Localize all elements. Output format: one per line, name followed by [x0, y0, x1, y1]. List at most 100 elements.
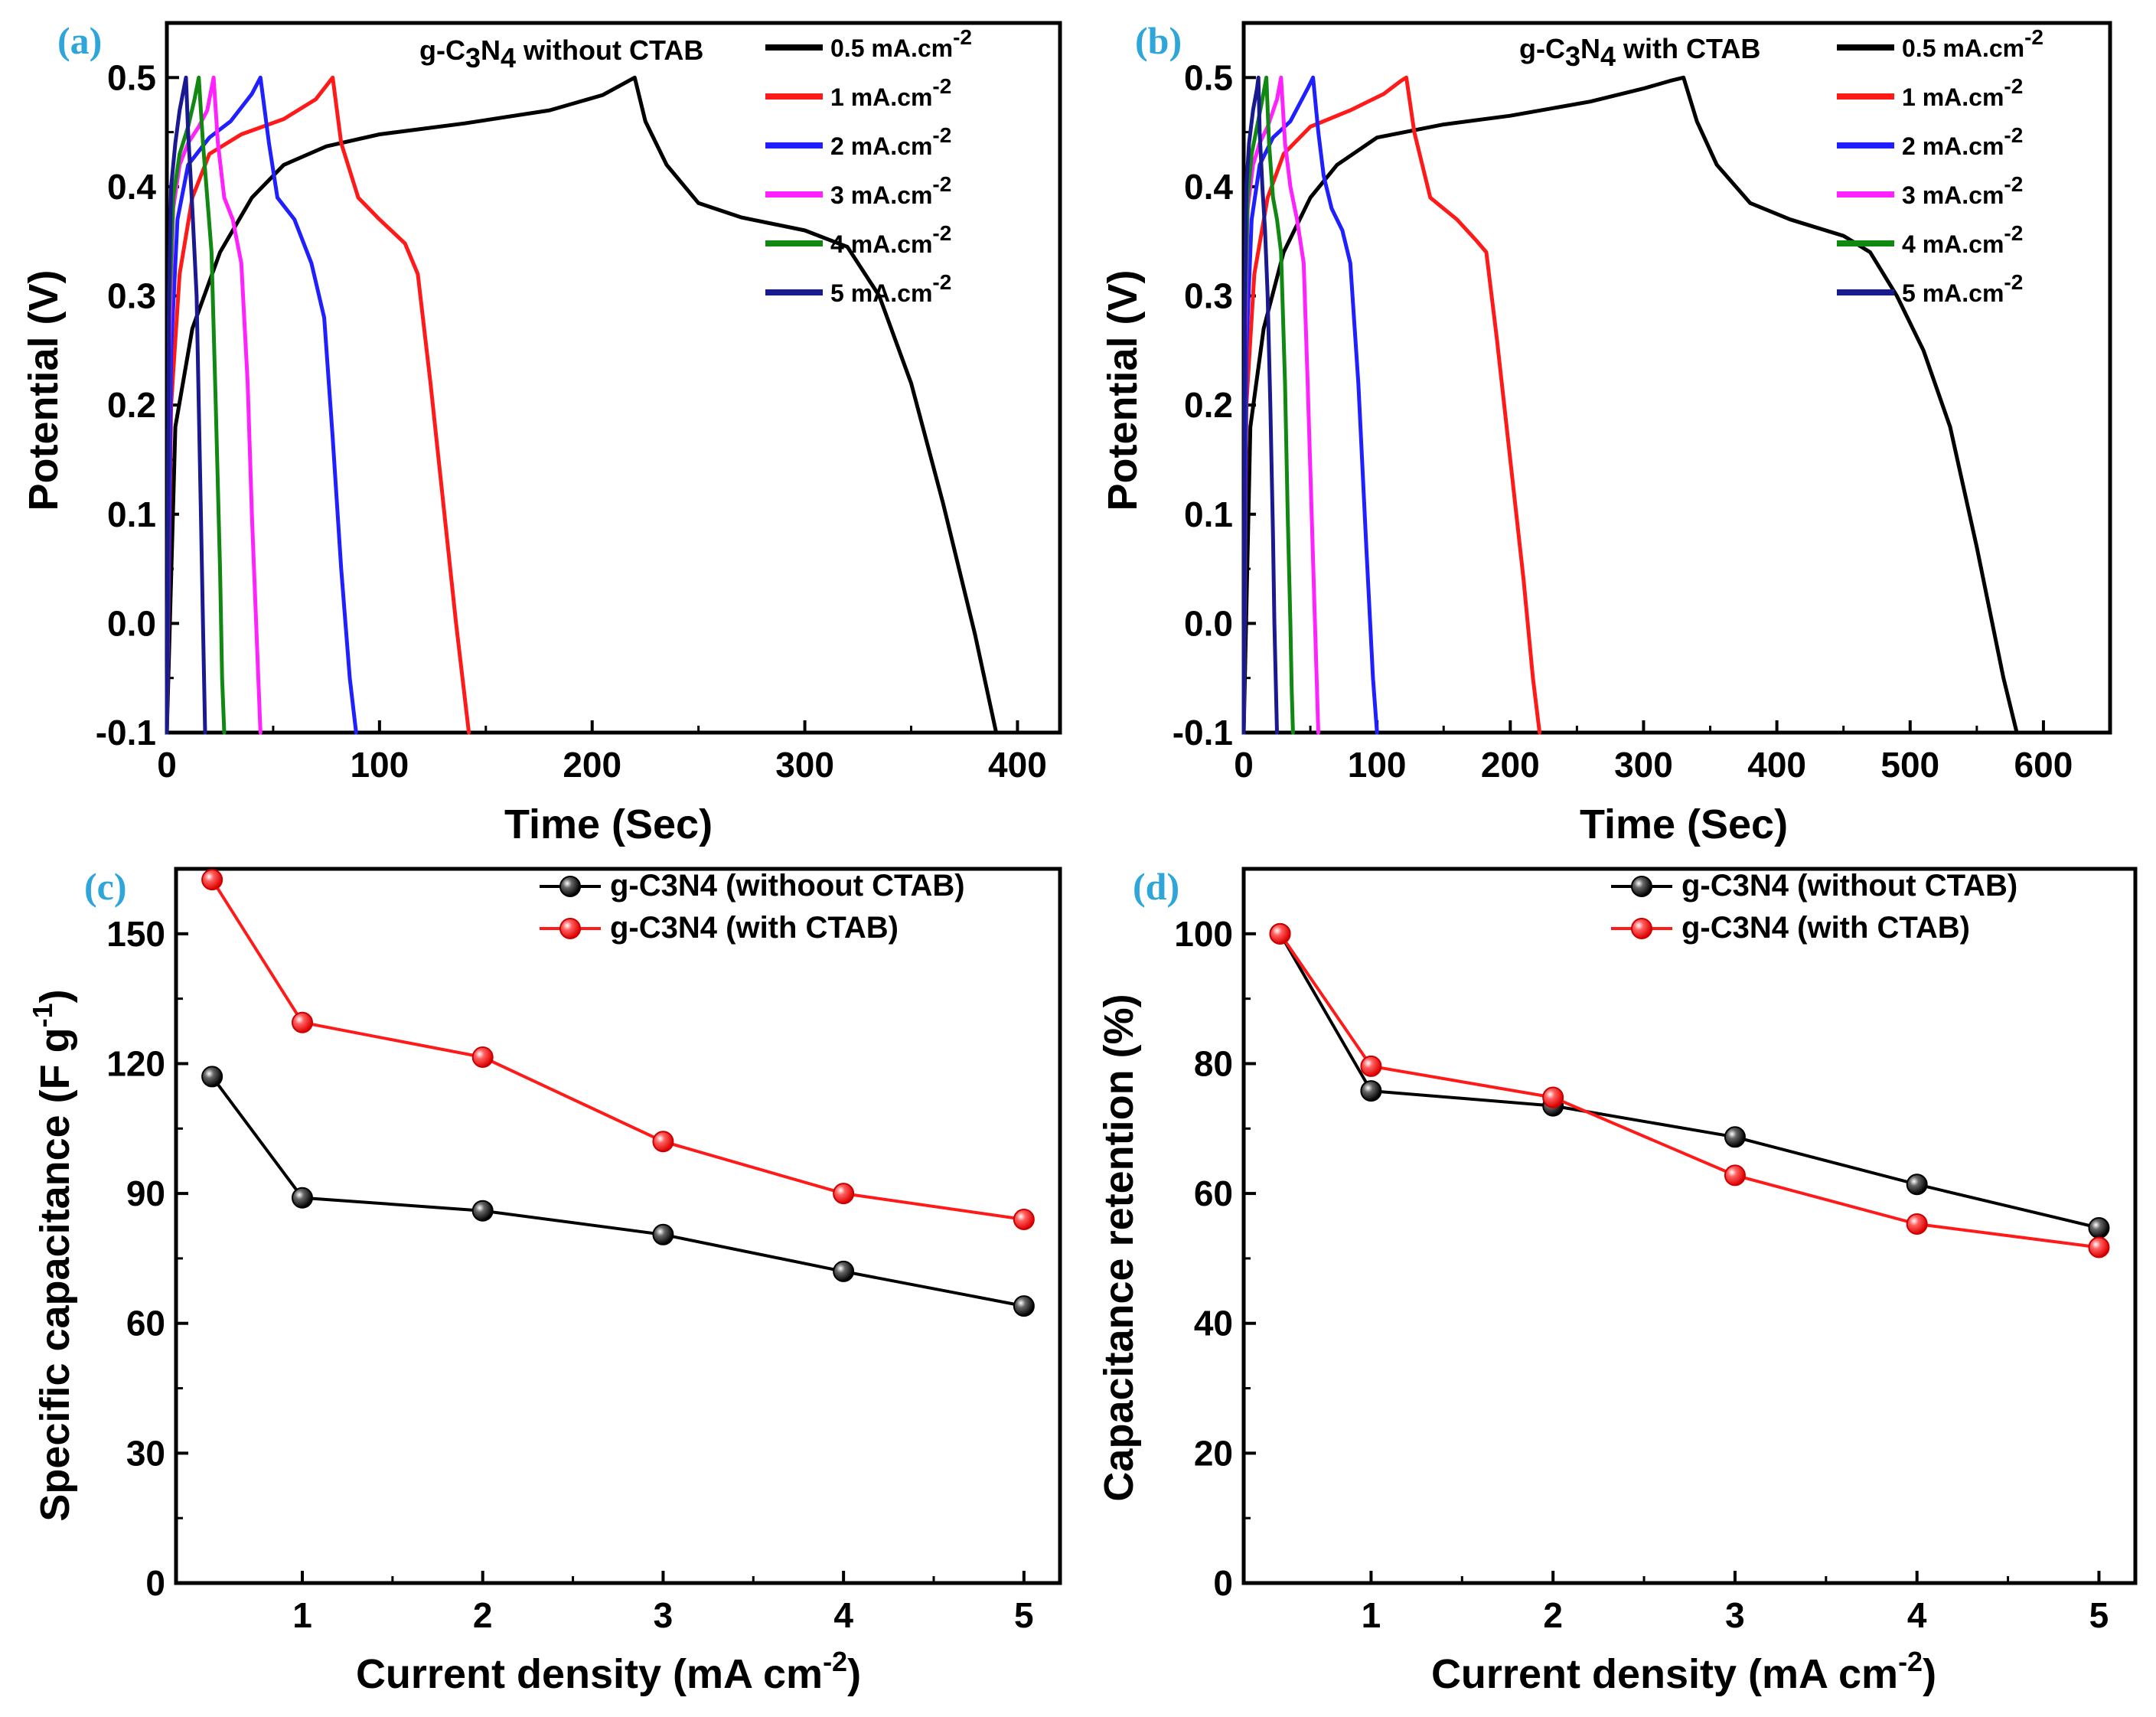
y-tick-label: 0.2 [107, 385, 156, 425]
series-line-1 [1278, 932, 2101, 1249]
legend-label: 5 mA.cm-2 [830, 270, 951, 307]
plot-area-c: 1 2 3 4 5 0 30 60 90 120 150 g-C3N4 (withoout CTAB)… [106, 867, 1062, 1635]
axes-frame [1241, 21, 2112, 735]
axes-frame [1241, 867, 2138, 1585]
y-axis-title-c: Specific capacitance (F g-1) [27, 989, 78, 1521]
legend-label: g-C3N4 (with CTAB) [610, 911, 899, 945]
panel-label-b: (b) [1135, 19, 1182, 62]
plot-area-d: 1 2 3 4 5 0 20 40 60 80 100 g-C3N4 (without CTAB) g-… [1174, 867, 2138, 1635]
y-tick-label: 100 [1174, 914, 1233, 954]
data-point [1542, 1086, 1564, 1108]
panel-d-capacitance-retention: (d) 1 2 3 4 5 0 20 40 60 80 100 g-C3N4 (without CTA… [1096, 865, 2138, 1697]
y-tick-label: -0.1 [96, 713, 156, 752]
legend-label: 4 mA.cm-2 [830, 221, 951, 258]
legend-marker [1631, 918, 1652, 939]
y-tick-label: 0 [1213, 1563, 1233, 1603]
y-tick-label: 0.4 [107, 167, 156, 207]
axes-frame [165, 21, 1062, 735]
legend-label: 1 mA.cm-2 [1902, 74, 2023, 111]
y-tick-label: 0.4 [1184, 167, 1233, 207]
y-tick-label: 0.3 [1184, 276, 1233, 316]
legend-label: 4 mA.cm-2 [1902, 221, 2023, 258]
data-point [652, 1131, 674, 1153]
legend-label: g-C3N4 (without CTAB) [1681, 869, 2017, 903]
x-tick-label: 0 [1234, 745, 1254, 785]
x-tick-label: 200 [563, 745, 621, 785]
annotation-a: g-C3N4 without CTAB [419, 34, 703, 73]
axes-frame [174, 867, 1062, 1585]
data-point [471, 1200, 494, 1222]
y-tick-label: 30 [126, 1433, 165, 1473]
series-line-0 [210, 1075, 1026, 1308]
x-tick-label: 1 [292, 1595, 312, 1635]
x-tick-label: 400 [1747, 745, 1806, 785]
legend-label: 2 mA.cm-2 [830, 123, 951, 160]
legend-label: 0.5 mA.cm-2 [1902, 25, 2043, 62]
series-line-2 [1241, 75, 1379, 735]
data-point [1906, 1213, 1928, 1235]
panel-label-a: (a) [57, 19, 102, 62]
y-tick-label: 60 [126, 1304, 165, 1343]
y-tick-label: 0 [145, 1563, 165, 1603]
data-point [1013, 1295, 1035, 1317]
x-tick-label: 300 [775, 745, 834, 785]
legend-label: 0.5 mA.cm-2 [830, 25, 972, 62]
data-point [1360, 1055, 1382, 1077]
data-point [201, 869, 223, 891]
x-tick-label: 4 [1907, 1595, 1927, 1635]
y-tick-label: 120 [106, 1043, 165, 1083]
y-tick-label: 0.0 [107, 603, 156, 643]
legend-marker [559, 876, 581, 897]
y-axis-title-a: Potential (V) [21, 269, 67, 511]
y-tick-label: 80 [1194, 1043, 1233, 1083]
x-tick-label: 3 [654, 1595, 674, 1635]
y-tick-label: 0.1 [107, 495, 156, 534]
series-line-0 [165, 75, 999, 735]
series-line-1 [210, 878, 1026, 1221]
x-tick-label: 3 [1725, 1595, 1745, 1635]
legend-label: g-C3N4 (withoout CTAB) [610, 869, 965, 903]
x-tick-label: 2 [473, 1595, 493, 1635]
x-tick-label: 100 [350, 745, 409, 785]
y-axis-title-b: Potential (V) [1100, 269, 1146, 511]
data-point [1360, 1080, 1382, 1102]
legend-label: 1 mA.cm-2 [830, 74, 951, 111]
data-point [1013, 1209, 1035, 1231]
x-tick-label: 200 [1481, 745, 1540, 785]
data-point [652, 1223, 674, 1245]
x-axis-title-d: Current density (mA cm-2) [1431, 1646, 1936, 1697]
x-tick-label: 5 [1014, 1595, 1034, 1635]
data-point [292, 1011, 313, 1033]
series-line-1 [1241, 75, 1542, 735]
legend-label: 3 mA.cm-2 [830, 172, 951, 209]
data-point [2088, 1236, 2110, 1258]
panel-label-c: (c) [84, 865, 127, 908]
y-tick-label: 150 [106, 914, 165, 954]
y-tick-label: 0.5 [1184, 57, 1233, 97]
data-point [833, 1260, 855, 1282]
series-line-1 [165, 75, 471, 735]
plot-area-b: 0 100 200 300 400 500 600 -0.1 0.0 0.1 0.2 0.3 0.4 0.… [1173, 21, 2112, 785]
x-tick-label: 100 [1348, 745, 1407, 785]
series-line-5 [1241, 75, 1279, 735]
y-tick-label: 20 [1194, 1433, 1233, 1473]
x-tick-label: 400 [988, 745, 1047, 785]
panel-label-d: (d) [1133, 865, 1179, 908]
series-line-4 [165, 75, 227, 735]
x-tick-label: 4 [833, 1595, 853, 1635]
legend-label: 5 mA.cm-2 [1902, 270, 2023, 307]
y-tick-label: -0.1 [1173, 713, 1233, 752]
data-point [833, 1183, 855, 1205]
legend-label: 2 mA.cm-2 [1902, 123, 2023, 160]
y-tick-label: 0.2 [1184, 385, 1233, 425]
x-tick-label: 500 [1880, 745, 1939, 785]
legend-marker [1631, 876, 1652, 897]
legend-label: 3 mA.cm-2 [1902, 172, 2023, 209]
series-line-4 [1241, 75, 1295, 735]
data-point [2088, 1217, 2110, 1239]
x-tick-label: 1 [1362, 1595, 1381, 1635]
y-tick-label: 0.5 [107, 57, 156, 97]
x-tick-label: 600 [2014, 745, 2073, 785]
x-axis-title-a: Time (Sec) [504, 801, 713, 847]
